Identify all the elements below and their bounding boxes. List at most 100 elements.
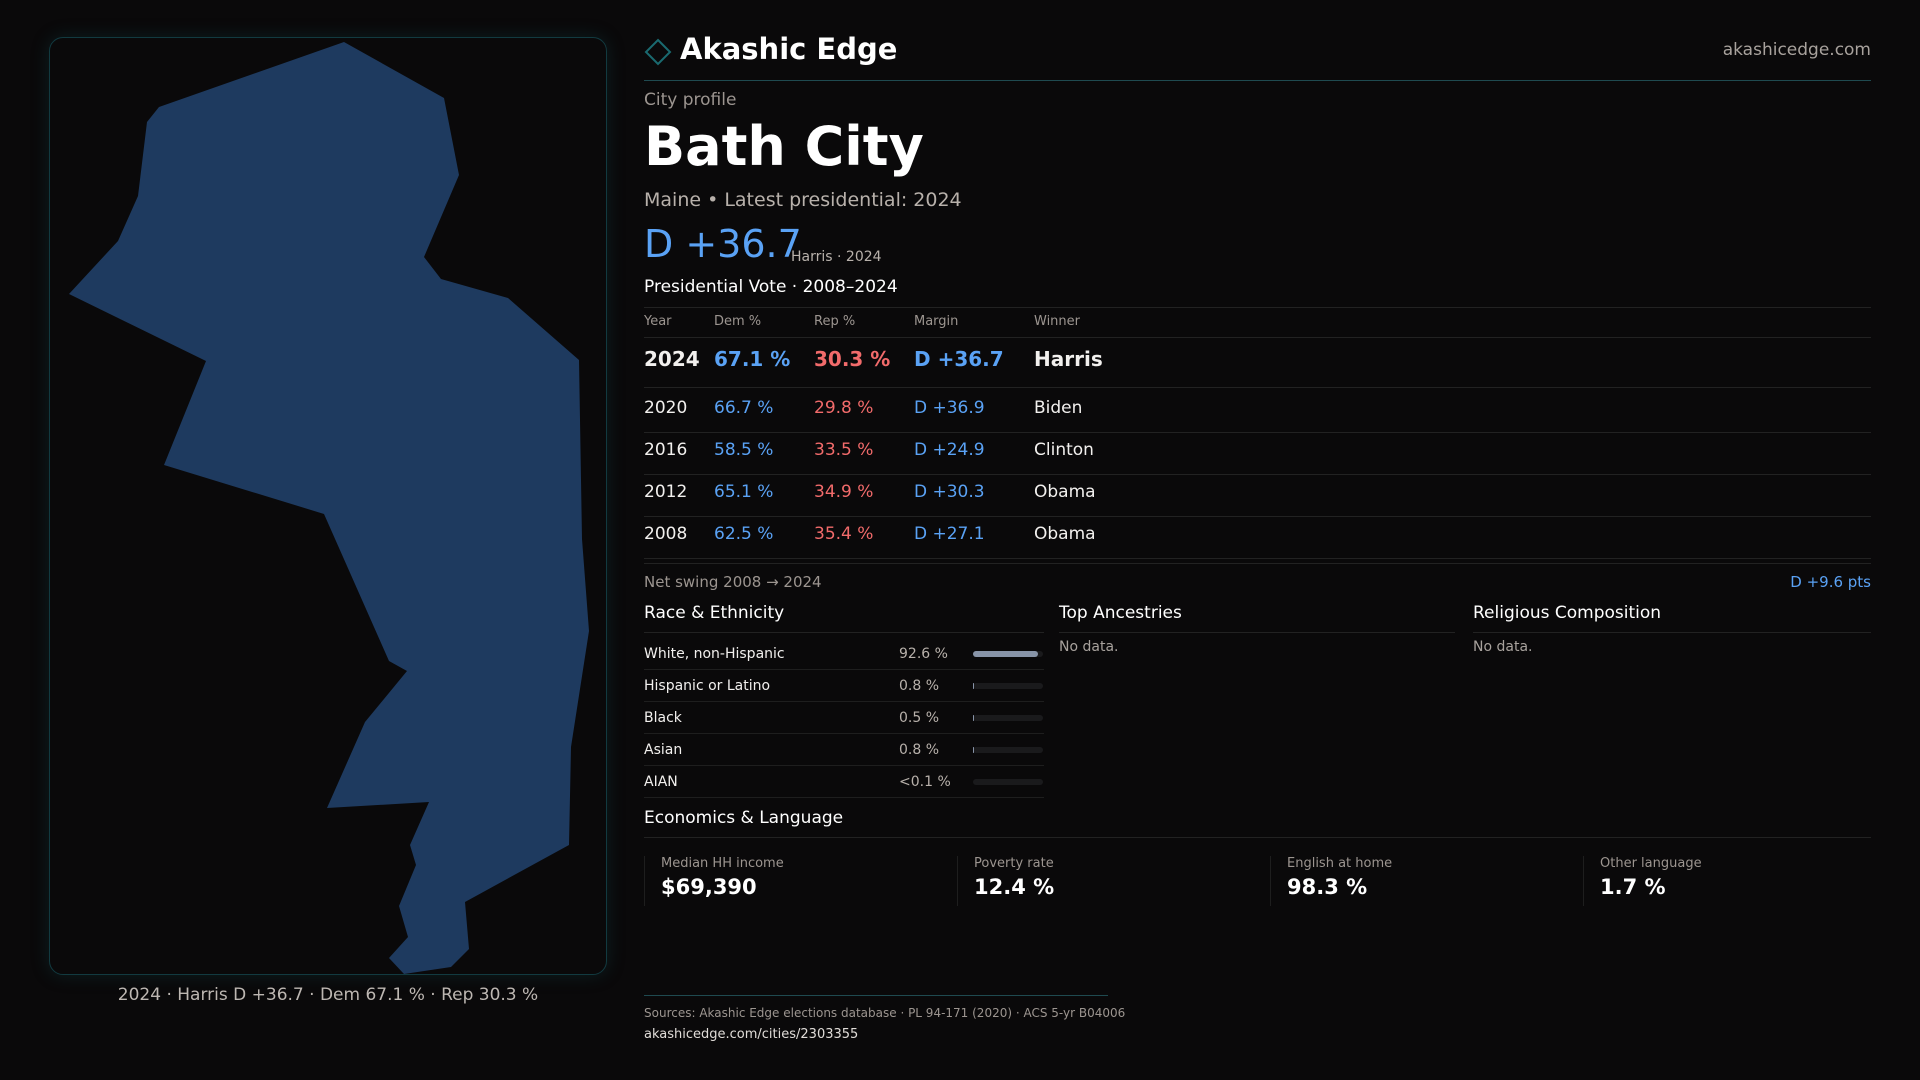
net-swing-label: Net swing 2008 → 2024 [644, 573, 822, 591]
eyebrow: City profile [644, 90, 737, 110]
religion-empty: No data. [1473, 639, 1533, 655]
latest-margin-note: Harris · 2024 [791, 249, 882, 265]
page-url[interactable]: akashicedge.com/cities/2303355 [644, 1027, 859, 1042]
col-header-margin: Margin [914, 314, 959, 329]
cell-margin: D +24.9 [914, 440, 985, 460]
stat-label: Median HH income [661, 856, 784, 871]
stat-card: Other language 1.7 % [1583, 856, 1702, 906]
cell-dem: 62.5 % [714, 524, 774, 544]
race-value: 92.6 % [899, 646, 948, 662]
race-label: Black [644, 710, 682, 726]
site-link[interactable]: akashicedge.com [1722, 40, 1871, 60]
stat-card: English at home 98.3 % [1270, 856, 1392, 906]
race-bar [973, 715, 1043, 721]
divider [644, 632, 1044, 633]
cell-year: 2008 [644, 524, 688, 544]
cell-dem: 58.5 % [714, 440, 774, 460]
col-header-winner: Winner [1034, 314, 1081, 329]
brand-name: Akashic Edge [680, 32, 898, 66]
race-bar-fill [973, 651, 1038, 657]
divider [644, 558, 1871, 559]
race-title: Race & Ethnicity [644, 603, 785, 623]
map-caption: 2024 · Harris D +36.7 · Dem 67.1 % · Rep… [117, 985, 539, 1005]
net-swing-value: D +9.6 pts [1790, 573, 1871, 591]
stat-card: Poverty rate 12.4 % [957, 856, 1054, 906]
race-label: Asian [644, 742, 683, 758]
map-panel [49, 37, 607, 975]
race-row: AIAN <0.1 % [644, 766, 1044, 798]
race-bar-fill [973, 683, 974, 689]
cell-margin: D +36.9 [914, 398, 985, 418]
cell-winner: Obama [1034, 524, 1096, 544]
cell-dem: 66.7 % [714, 398, 774, 418]
cell-margin: D +36.7 [914, 347, 1004, 371]
ancestries-empty: No data. [1059, 639, 1119, 655]
table-row: 2024 67.1 % 30.3 % D +36.7 Harris [644, 347, 1871, 387]
header-divider [644, 80, 1871, 81]
cell-rep: 30.3 % [814, 347, 891, 371]
cell-margin: D +30.3 [914, 482, 985, 502]
race-bar [973, 651, 1043, 657]
stat-label: English at home [1287, 856, 1393, 871]
col-header-dem: Dem % [714, 314, 762, 329]
cell-rep: 34.9 % [814, 482, 874, 502]
divider [644, 432, 1871, 433]
race-bar [973, 747, 1043, 753]
cell-dem: 67.1 % [714, 347, 791, 371]
divider [644, 337, 1871, 338]
cell-winner: Harris [1034, 347, 1103, 371]
subtitle: Maine • Latest presidential: 2024 [644, 189, 962, 211]
race-value: 0.5 % [899, 710, 940, 726]
page-title: Bath City [644, 115, 924, 178]
cell-winner: Clinton [1034, 440, 1094, 460]
race-label: White, non-Hispanic [644, 646, 785, 662]
latest-margin: D +36.7 [644, 222, 802, 266]
cell-rep: 35.4 % [814, 524, 874, 544]
col-header-rep: Rep % [814, 314, 856, 329]
sources: Sources: Akashic Edge elections database… [644, 1006, 1126, 1020]
race-row: Black 0.5 % [644, 702, 1044, 734]
cell-dem: 65.1 % [714, 482, 774, 502]
table-row: 2012 65.1 % 34.9 % D +30.3 Obama [644, 482, 1871, 516]
race-value: 0.8 % [899, 742, 940, 758]
divider [1473, 632, 1871, 633]
race-bar-fill [973, 747, 974, 753]
cell-rep: 33.5 % [814, 440, 874, 460]
divider [644, 474, 1871, 475]
race-label: Hispanic or Latino [644, 678, 771, 694]
stat-value: 1.7 % [1600, 875, 1666, 899]
race-value: 0.8 % [899, 678, 940, 694]
city-boundary-shape[interactable] [69, 42, 589, 974]
stat-value: $69,390 [661, 875, 757, 899]
cell-year: 2012 [644, 482, 688, 502]
divider [644, 563, 1871, 564]
race-label: AIAN [644, 774, 678, 790]
stat-value: 98.3 % [1287, 875, 1368, 899]
econ-title: Economics & Language [644, 808, 844, 828]
table-row: 2008 62.5 % 35.4 % D +27.1 Obama [644, 524, 1871, 558]
table-row: 2016 58.5 % 33.5 % D +24.9 Clinton [644, 440, 1871, 474]
race-row: White, non-Hispanic 92.6 % [644, 638, 1044, 670]
race-bar [973, 683, 1043, 689]
race-bar [973, 779, 1043, 785]
race-row: Hispanic or Latino 0.8 % [644, 670, 1044, 702]
divider [644, 387, 1871, 388]
divider [644, 516, 1871, 517]
vote-table-title: Presidential Vote · 2008–2024 [644, 277, 898, 297]
race-row: Asian 0.8 % [644, 734, 1044, 766]
cell-year: 2024 [644, 347, 700, 371]
col-header-year: Year [644, 314, 672, 329]
divider [644, 837, 1871, 838]
divider [644, 307, 1871, 308]
cell-winner: Obama [1034, 482, 1096, 502]
divider [1059, 632, 1455, 633]
diamond-icon [644, 38, 672, 66]
cell-rep: 29.8 % [814, 398, 874, 418]
ancestries-title: Top Ancestries [1059, 603, 1182, 623]
cell-margin: D +27.1 [914, 524, 985, 544]
cell-winner: Biden [1034, 398, 1083, 418]
footer-divider [644, 995, 1108, 996]
cell-year: 2020 [644, 398, 688, 418]
stat-label: Poverty rate [974, 856, 1054, 871]
